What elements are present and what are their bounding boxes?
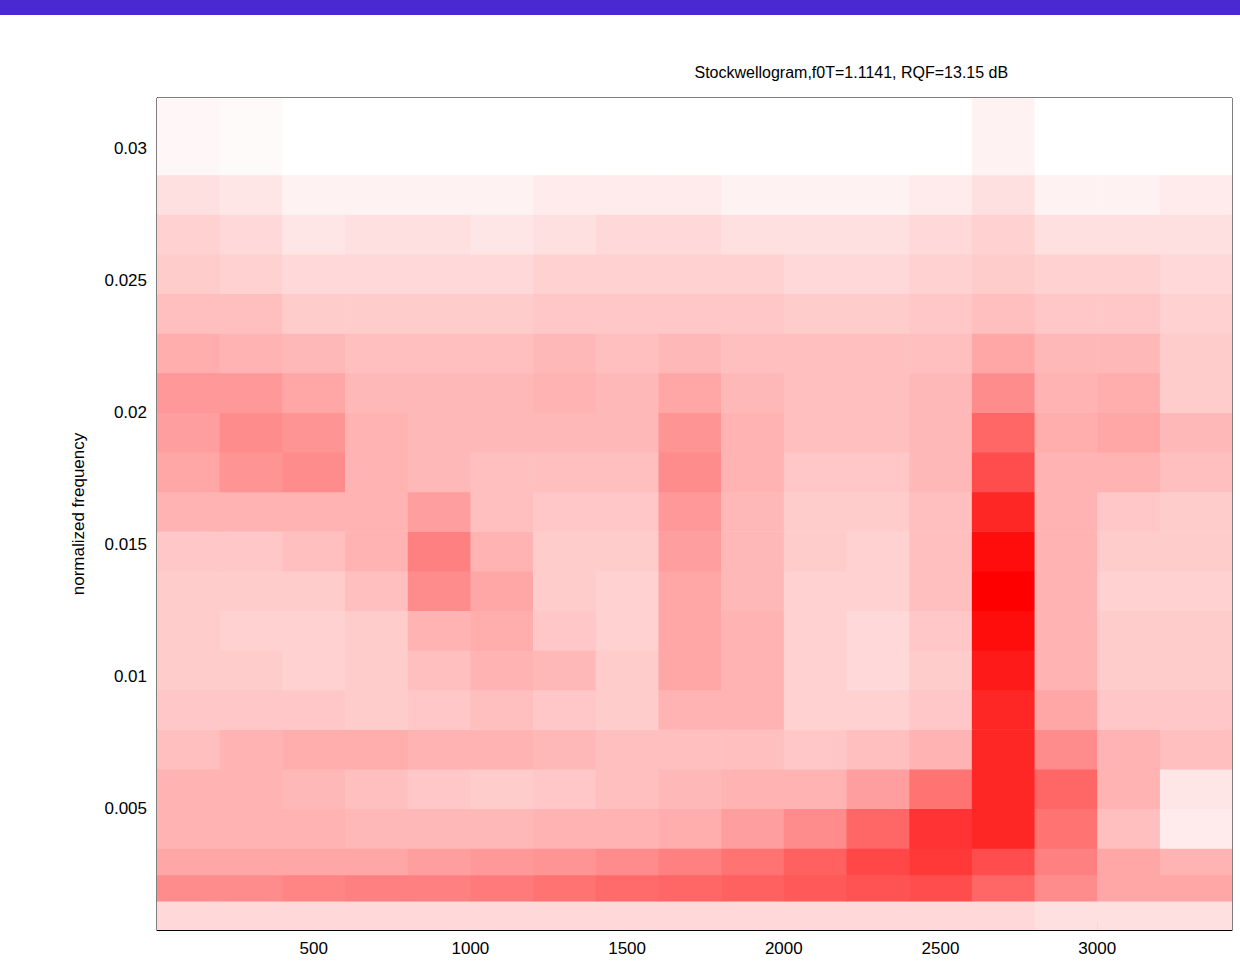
svg-text:1000: 1000 (451, 939, 489, 958)
svg-text:0.03: 0.03 (114, 139, 147, 158)
svg-text:normalized frequency: normalized frequency (69, 432, 88, 595)
svg-text:3000: 3000 (1078, 939, 1116, 958)
svg-text:0.015: 0.015 (104, 535, 147, 554)
svg-text:0.02: 0.02 (114, 403, 147, 422)
svg-text:Stockwellogram,f0T=1.1141, RQF: Stockwellogram,f0T=1.1141, RQF=13.15 dB (694, 64, 1008, 81)
svg-text:0.005: 0.005 (104, 799, 147, 818)
svg-text:500: 500 (300, 939, 328, 958)
svg-text:0.01: 0.01 (114, 667, 147, 686)
svg-text:0.025: 0.025 (104, 271, 147, 290)
svg-text:2500: 2500 (922, 939, 960, 958)
svg-text:2000: 2000 (765, 939, 803, 958)
svg-text:1500: 1500 (608, 939, 646, 958)
